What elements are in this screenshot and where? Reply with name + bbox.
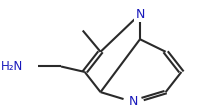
Text: H₂N: H₂N [1, 60, 24, 73]
Text: N: N [135, 8, 145, 21]
Text: N: N [128, 95, 138, 108]
